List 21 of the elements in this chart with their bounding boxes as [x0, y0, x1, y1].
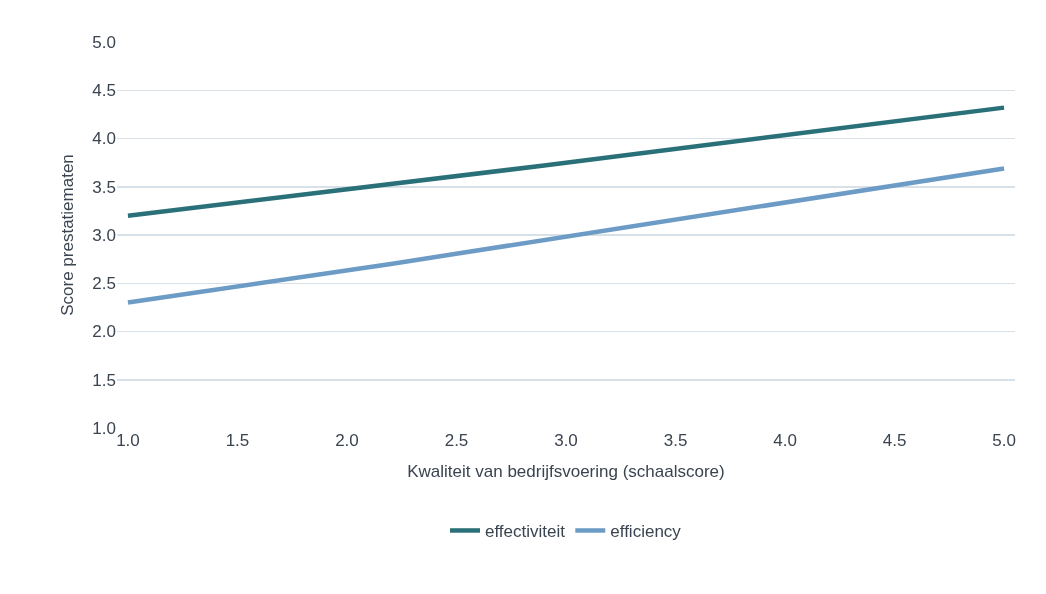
y-tick-label: 5.0	[92, 32, 116, 52]
legend-label: effectiviteit	[485, 522, 566, 542]
x-tick-label: 3.5	[663, 431, 688, 450]
y-tick-label: 2.0	[92, 322, 116, 342]
x-tick-label: 4.5	[882, 431, 907, 450]
y-tick-label: 3.0	[92, 225, 116, 245]
y-tick-label: 4.5	[92, 81, 116, 101]
legend-label: efficiency	[610, 522, 682, 542]
y-tick-label: 4.0	[92, 129, 116, 149]
y-tick-label: 2.5	[92, 274, 116, 294]
x-tick-label: 2.0	[335, 431, 359, 450]
y-tick-label: 1.5	[92, 370, 116, 390]
x-tick-label: 4.0	[773, 431, 797, 450]
x-tick-label: 1.0	[116, 431, 140, 450]
x-tick-label: 3.0	[554, 431, 578, 450]
y-axis-title: Score prestatiematen	[57, 154, 77, 316]
x-axis-title: Kwaliteit van bedrijfsvoering (schaalscore)	[407, 462, 725, 482]
y-tick-label: 3.5	[92, 177, 116, 197]
x-tick-label: 5.0	[992, 431, 1016, 450]
x-tick-label: 1.5	[225, 431, 250, 450]
x-tick-label: 2.5	[444, 431, 469, 450]
